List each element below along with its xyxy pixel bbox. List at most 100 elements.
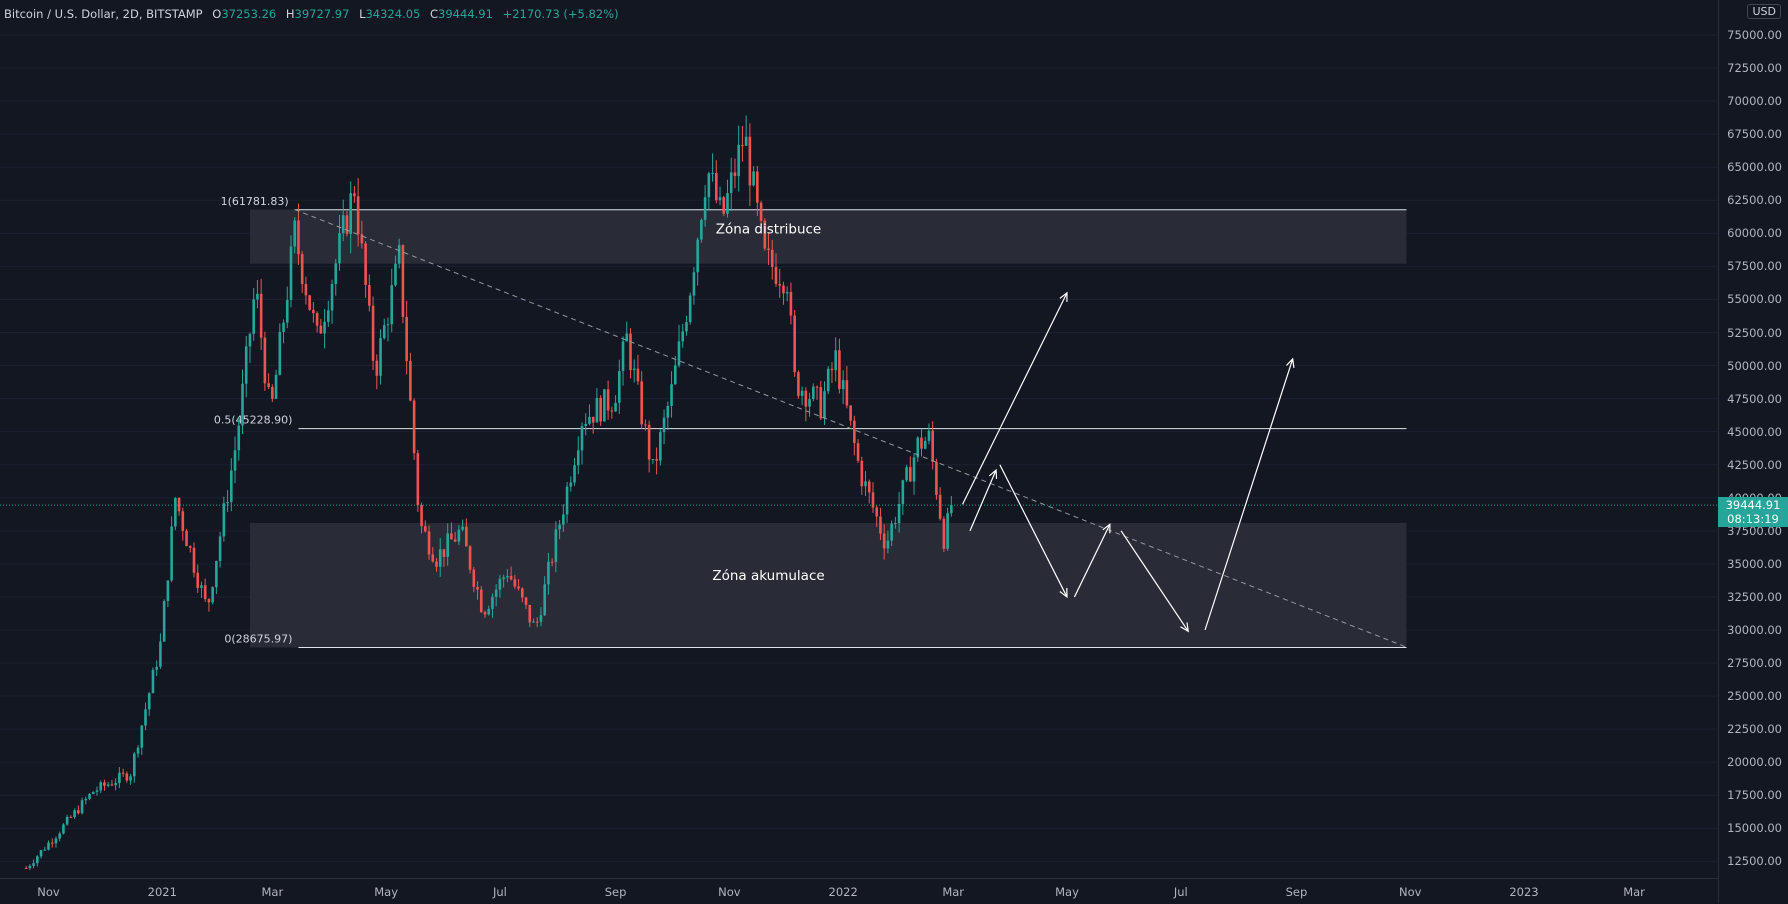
- time-tick-12: Nov: [1398, 885, 1422, 899]
- price-tick-4: 22500.00: [1727, 722, 1782, 737]
- candle-body-187: [722, 197, 726, 214]
- candle-body-164: [636, 368, 640, 382]
- candle-body-5: [43, 849, 47, 851]
- price-tick-5: 25000.00: [1727, 689, 1782, 704]
- candle-body-213: [819, 387, 823, 419]
- candle-body-85: [341, 215, 345, 234]
- candle-body-107: [423, 526, 427, 532]
- candle-body-82: [330, 283, 334, 311]
- candle-body-115: [453, 539, 457, 542]
- price-tick-3: 20000.00: [1727, 755, 1782, 770]
- candle-body-160: [621, 341, 625, 372]
- price-axis[interactable]: USD 12500.00 15000.00 17500.00 20000.00 2250…: [1718, 0, 1788, 903]
- price-tick-13: 45000.00: [1727, 424, 1782, 439]
- candle-body-15: [80, 800, 84, 814]
- candle-body-133: [520, 588, 524, 598]
- change-value: +2170.73 (+5.82%): [502, 7, 619, 21]
- candle-body-198: [763, 220, 767, 249]
- price-tick-15: 50000.00: [1727, 358, 1782, 373]
- candle-body-155: [603, 389, 606, 422]
- candle-body-246: [942, 518, 946, 549]
- candle-body-94: [375, 360, 379, 376]
- candle-body-30: [136, 747, 140, 754]
- scenario-arrowhead-0: [1059, 291, 1068, 302]
- candle-body-141: [550, 561, 554, 563]
- candle-body-108: [427, 531, 431, 555]
- price-chart[interactable]: 1(61781.83) 0.5(45228.90) 0(28675.97) Zóna …: [0, 0, 1718, 878]
- candle-body-165: [640, 381, 643, 425]
- candle-body-1: [28, 865, 32, 869]
- candle-body-60: [248, 333, 252, 347]
- candle-body-208: [800, 390, 804, 396]
- candle-body-97: [386, 324, 390, 326]
- candle-body-218: [838, 350, 841, 390]
- candle-body-34: [151, 669, 155, 694]
- price-tick-2: 17500.00: [1727, 788, 1782, 803]
- candle-body-88: [353, 193, 356, 197]
- scenario-arrowhead-1: [988, 468, 998, 480]
- candle-body-109: [431, 554, 435, 562]
- candle-body-113: [446, 533, 449, 557]
- candle-body-96: [382, 325, 386, 339]
- price-tick-7: 30000.00: [1727, 623, 1782, 637]
- candle-body-247: [946, 513, 949, 549]
- candle-body-93: [371, 305, 375, 361]
- candle-body-67: [274, 374, 278, 399]
- candle-body-4: [39, 850, 43, 857]
- candle-body-33: [147, 693, 151, 710]
- candle-body-122: [479, 589, 483, 613]
- time-axis[interactable]: Nov 2021 Mar May Jul Sep Nov 2022 Mar May Jul Sep No…: [0, 878, 1718, 904]
- candle-body-156: [606, 389, 610, 411]
- candle-body-184: [711, 173, 714, 175]
- candle-body-92: [368, 284, 371, 306]
- candle-body-49: [207, 599, 211, 603]
- candle-body-104: [412, 400, 416, 454]
- candle-body-29: [133, 753, 136, 777]
- candle-body-105: [416, 453, 420, 506]
- candle-body-39: [170, 526, 173, 581]
- candle-body-2: [32, 863, 35, 866]
- candle-body-161: [625, 333, 629, 342]
- candle-body-159: [617, 371, 621, 403]
- candle-body-185: [714, 173, 718, 201]
- candle-body-235: [901, 480, 905, 504]
- scenario-arrow-0: [961, 292, 1068, 505]
- candle-body-140: [547, 561, 550, 585]
- candle-body-199: [767, 248, 770, 250]
- candle-body-114: [450, 533, 453, 540]
- price-tick-18: 57500.00: [1727, 259, 1782, 274]
- candle-body-118: [465, 526, 468, 547]
- candle-body-8: [54, 838, 58, 844]
- candle-body-17: [88, 793, 91, 799]
- candle-body-244: [935, 461, 938, 495]
- zone-rect-0: [249, 209, 1407, 264]
- candle-body-167: [647, 424, 651, 460]
- candle-body-41: [177, 497, 181, 512]
- candle-body-171: [662, 417, 666, 433]
- candle-body-101: [401, 245, 405, 317]
- candle-body-178: [688, 295, 692, 323]
- candle-body-196: [756, 171, 759, 203]
- zone-rect-1: [249, 522, 1407, 648]
- currency-badge[interactable]: USD: [1747, 4, 1781, 19]
- time-tick-10: Jul: [1173, 885, 1188, 899]
- scenario-arrowhead-4: [1180, 622, 1190, 633]
- candle-body-135: [528, 604, 532, 623]
- candle-body-121: [476, 586, 479, 590]
- candle-body-169: [655, 459, 658, 461]
- price-tick-16: 52500.00: [1727, 325, 1782, 340]
- candle-body-21: [103, 782, 106, 786]
- candle-body-219: [841, 380, 845, 390]
- candle-body-45: [192, 547, 196, 573]
- time-tick-11: Sep: [1285, 885, 1308, 899]
- candle-body-28: [129, 776, 132, 781]
- candle-body-181: [700, 219, 703, 240]
- price-tick-23: 70000.00: [1727, 94, 1782, 109]
- candle-body-125: [491, 596, 494, 610]
- candle-body-56: [233, 450, 237, 471]
- trend-line: [294, 209, 1407, 648]
- price-tick-9: 35000.00: [1727, 556, 1782, 571]
- candle-body-183: [707, 173, 711, 198]
- close-value: 39444.91: [438, 7, 493, 21]
- candle-body-44: [188, 546, 192, 548]
